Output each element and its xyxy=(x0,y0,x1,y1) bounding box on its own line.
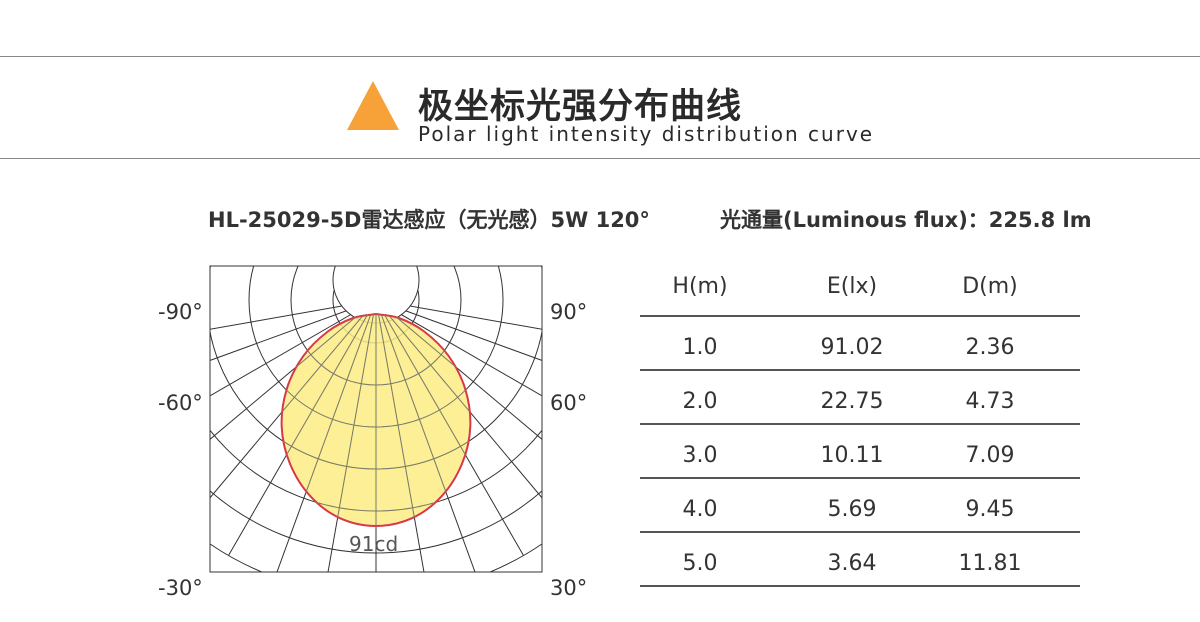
angle-label-right-60: 60° xyxy=(550,391,588,415)
column-header-illuminance: E(lx) xyxy=(826,274,878,299)
radial-grid-line xyxy=(375,299,542,361)
table-cell: 2.36 xyxy=(965,335,1015,360)
angle-label-left-30: -30° xyxy=(158,576,203,600)
curve-grid-line xyxy=(375,314,471,526)
table-row: 1.0 91.02 2.36 xyxy=(640,317,1080,371)
column-header-height: H(m) xyxy=(672,274,728,299)
angle-label-right-90: 90° xyxy=(550,300,588,324)
angle-label-right-30: 30° xyxy=(550,576,588,600)
table-cell: 3.0 xyxy=(682,443,718,468)
table-cell: 7.09 xyxy=(965,443,1015,468)
angle-label-left-90: -90° xyxy=(158,300,203,324)
curve-grid-circle xyxy=(281,314,471,512)
table-cell: 91.02 xyxy=(820,335,884,360)
table-header-row: H(m) E(lx) D(m) xyxy=(640,262,1080,317)
curve-grid-line xyxy=(281,314,377,526)
radial-grid-line xyxy=(210,299,377,397)
table-cell: 5.69 xyxy=(827,497,877,522)
table-cell: 4.73 xyxy=(965,389,1015,414)
curve-grid-line xyxy=(375,314,471,526)
page-title: 极坐标光强分布曲线 xyxy=(418,87,743,127)
table-cell: 5.0 xyxy=(682,551,718,576)
curve-grid-line xyxy=(375,314,471,526)
radial-grid-line xyxy=(210,299,377,361)
column-header-diameter: D(m) xyxy=(962,274,1018,299)
table-cell: 4.0 xyxy=(682,497,718,522)
radial-grid-line xyxy=(375,299,542,330)
table-cell: 1.0 xyxy=(682,335,718,360)
illuminance-table: H(m) E(lx) D(m) 1.0 91.02 2.36 2.0 22.75… xyxy=(640,262,1080,587)
curve-grid-line xyxy=(324,314,377,526)
curve-grid-line xyxy=(281,314,377,526)
curve-grid-line xyxy=(375,314,428,526)
radial-grid-line xyxy=(210,299,377,330)
table-cell: 9.45 xyxy=(965,497,1015,522)
triangle-icon xyxy=(347,81,399,130)
page-subtitle: Polar light intensity distribution curve xyxy=(418,122,875,146)
table-cell: 11.81 xyxy=(958,551,1022,576)
header-bottom-rule xyxy=(0,158,1200,159)
table-row: 3.0 10.11 7.09 xyxy=(640,425,1080,479)
angle-label-left-60: -60° xyxy=(158,391,203,415)
table-row: 4.0 5.69 9.45 xyxy=(640,479,1080,533)
curve-grid-line xyxy=(281,314,377,526)
table-row: 5.0 3.64 11.81 xyxy=(640,533,1080,587)
header-top-rule xyxy=(0,56,1200,57)
table-row: 2.0 22.75 4.73 xyxy=(640,371,1080,425)
product-model: HL-25029-5D雷达感应（无光感）5W 120° xyxy=(208,208,650,232)
curve-grid-line xyxy=(281,314,377,491)
curve-grid-circle xyxy=(290,314,462,386)
luminous-flux: 光通量(Luminous flux)：225.8 lm xyxy=(720,208,1092,232)
table-cell: 10.11 xyxy=(820,443,884,468)
table-cell: 3.64 xyxy=(827,551,877,576)
radial-grid-line xyxy=(375,299,542,397)
polar-intensity-chart xyxy=(209,265,543,573)
curve-grid-line xyxy=(375,314,471,491)
table-cell: 2.0 xyxy=(682,389,718,414)
curve-grid-circle xyxy=(281,314,471,470)
plot-frame xyxy=(209,265,543,573)
table-cell: 22.75 xyxy=(820,389,884,414)
curve-grid-circle xyxy=(281,314,471,428)
peak-intensity-label: 91cd xyxy=(349,532,399,556)
